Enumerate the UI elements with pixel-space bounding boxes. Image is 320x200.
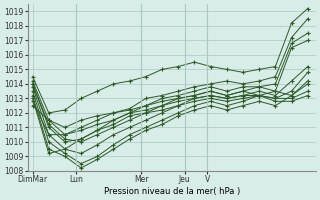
X-axis label: Pression niveau de la mer( hPa ): Pression niveau de la mer( hPa )	[104, 187, 240, 196]
